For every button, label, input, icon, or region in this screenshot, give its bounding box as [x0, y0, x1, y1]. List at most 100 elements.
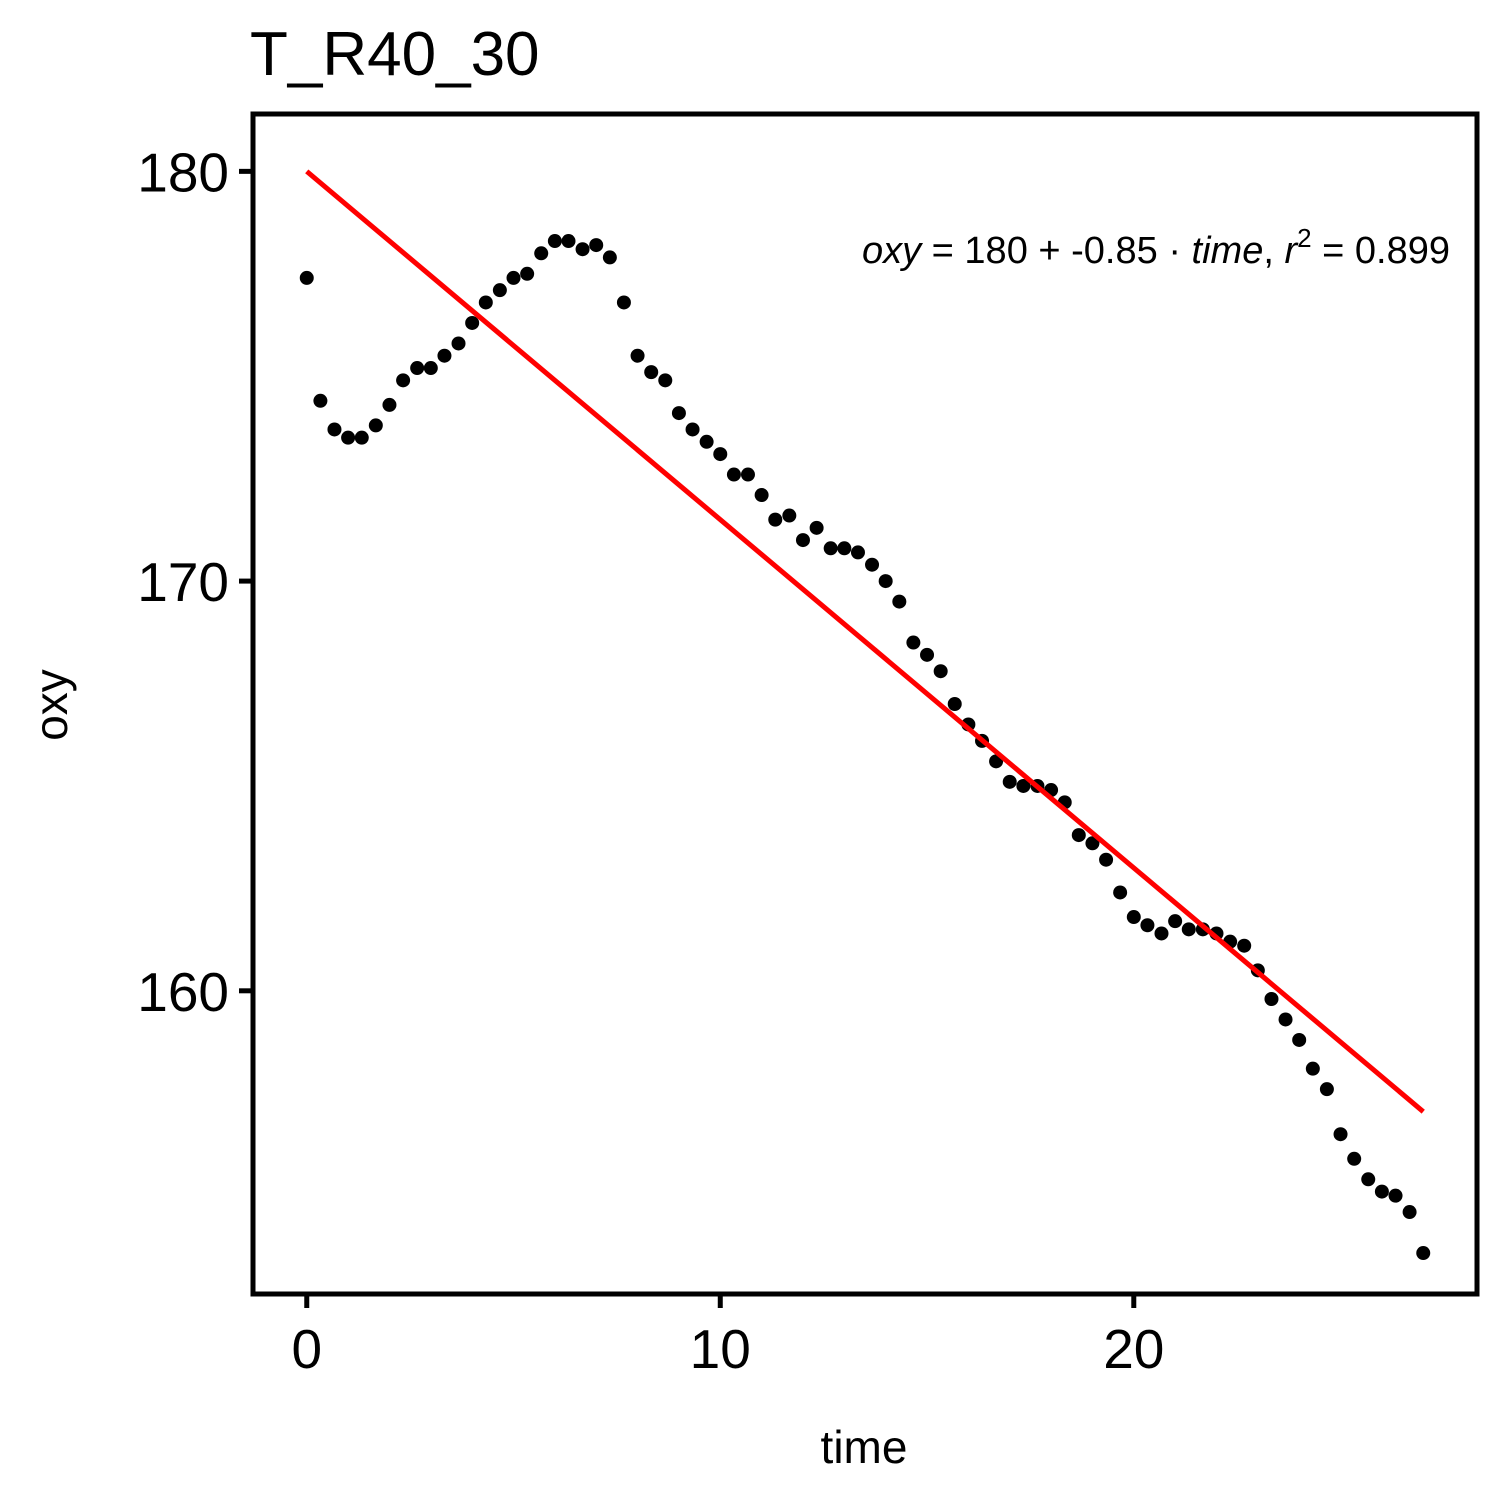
data-point	[465, 315, 480, 330]
y-axis-title: oxy	[25, 669, 77, 741]
data-point	[368, 418, 383, 433]
y-tick-label: 170	[137, 551, 229, 613]
equation-slope: -0.85	[1071, 230, 1158, 272]
data-point	[906, 635, 921, 650]
data-point	[865, 557, 880, 572]
data-point	[1126, 910, 1141, 925]
data-point	[589, 238, 604, 253]
r2-value: 0.899	[1355, 230, 1450, 272]
data-point	[1140, 918, 1155, 933]
data-point	[1002, 774, 1017, 789]
data-point	[837, 541, 852, 556]
data-point	[341, 430, 356, 445]
data-point	[754, 488, 769, 503]
data-point	[795, 533, 810, 548]
equation-equals: =	[921, 230, 964, 272]
data-point	[492, 283, 507, 298]
regression-equation: oxy = 180 + -0.85 · time, r2 = 0.899	[862, 223, 1450, 272]
data-point	[423, 361, 438, 376]
data-point	[892, 594, 907, 609]
data-point	[1264, 992, 1279, 1006]
data-point	[644, 365, 659, 380]
data-point	[1361, 1172, 1376, 1187]
equation-var: time	[1192, 230, 1264, 272]
data-point	[1099, 852, 1114, 867]
y-tick-label: 160	[137, 961, 229, 1023]
data-point	[561, 234, 576, 249]
data-point	[740, 467, 755, 482]
x-axis-title: time	[821, 1421, 908, 1473]
data-points	[299, 234, 1431, 1261]
data-point	[1292, 1032, 1307, 1047]
x-tick-label: 0	[291, 1318, 322, 1380]
data-point	[410, 361, 425, 376]
data-point	[1388, 1188, 1403, 1203]
data-point	[699, 434, 714, 449]
data-point	[382, 397, 397, 412]
data-point	[1305, 1061, 1320, 1076]
data-point	[1181, 922, 1196, 937]
equation-intercept: 180	[964, 230, 1027, 272]
data-point	[396, 373, 411, 388]
data-point	[1402, 1205, 1417, 1220]
data-point	[1168, 914, 1183, 929]
data-point	[1319, 1082, 1334, 1097]
data-point	[933, 664, 948, 679]
data-point	[1016, 778, 1031, 793]
data-point	[547, 234, 562, 249]
data-point	[520, 266, 535, 281]
data-point	[1154, 926, 1169, 941]
data-point	[451, 336, 466, 351]
data-point	[658, 373, 673, 388]
data-point	[602, 250, 617, 265]
data-point	[671, 406, 686, 421]
data-point	[1416, 1246, 1431, 1261]
data-point	[768, 512, 783, 527]
data-point	[1071, 828, 1086, 843]
data-point	[1085, 836, 1100, 851]
data-point	[354, 430, 369, 445]
data-point	[506, 270, 521, 285]
r2-label: r	[1284, 230, 1298, 272]
data-point	[313, 393, 328, 408]
plot-panel-border	[250, 111, 1480, 1297]
x-axis: 0 10 20	[291, 1294, 1164, 1380]
data-point	[878, 574, 893, 589]
data-point	[1113, 885, 1128, 900]
equation-dot: ·	[1158, 230, 1192, 272]
y-tick-label: 180	[137, 141, 229, 203]
data-point	[616, 295, 631, 310]
data-point	[534, 246, 549, 261]
data-point	[630, 348, 645, 363]
data-point	[850, 545, 865, 560]
data-point	[437, 348, 452, 363]
x-tick-label: 10	[690, 1318, 751, 1380]
data-point	[920, 647, 935, 662]
data-point	[1333, 1127, 1348, 1142]
data-point	[947, 697, 962, 711]
data-point	[782, 508, 797, 523]
data-point	[685, 422, 700, 437]
equation-comma: ,	[1263, 230, 1284, 272]
r2-superscript: 2	[1297, 223, 1311, 253]
r2-equals: =	[1312, 230, 1355, 272]
data-point	[478, 295, 493, 310]
y-axis: 160 170 180	[137, 141, 253, 1023]
data-point	[809, 520, 824, 535]
equation-lhs: oxy	[862, 230, 923, 272]
regression-line	[305, 169, 1425, 1114]
data-point	[327, 422, 342, 437]
data-point	[1278, 1012, 1293, 1027]
data-point	[1237, 938, 1252, 953]
equation-plus: +	[1028, 230, 1071, 272]
data-point	[823, 541, 838, 556]
data-point	[726, 467, 741, 482]
data-point	[713, 447, 728, 462]
data-point	[1374, 1184, 1389, 1199]
data-point	[299, 270, 314, 285]
data-point	[575, 242, 590, 257]
data-point	[1347, 1151, 1362, 1166]
x-tick-label: 20	[1103, 1318, 1164, 1380]
chart-title: T_R40_30	[250, 20, 540, 89]
